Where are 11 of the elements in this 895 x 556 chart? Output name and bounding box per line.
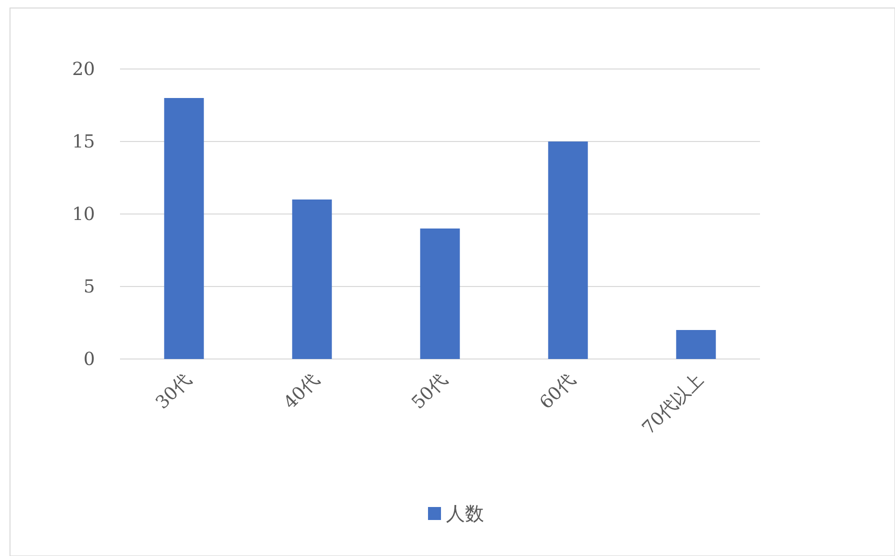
y-tick-label: 0: [84, 349, 95, 370]
x-tick-label: 50代: [408, 370, 452, 414]
y-tick-label: 15: [72, 132, 95, 152]
x-tick-label: 40代: [280, 370, 324, 414]
y-tick-label: 5: [84, 276, 95, 298]
legend-label: 人数: [446, 503, 484, 525]
x-tick-label: 30代: [152, 370, 196, 414]
x-tick-label: 60代: [536, 370, 580, 414]
y-tick-label: 20: [72, 59, 95, 80]
y-tick-label: 10: [72, 204, 95, 225]
x-tick-label: 70代以上: [638, 370, 708, 439]
